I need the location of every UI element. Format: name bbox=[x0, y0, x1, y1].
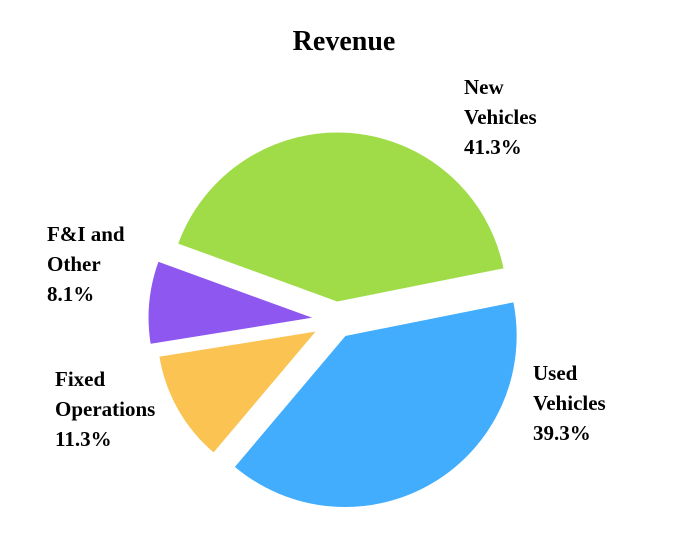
slice-label: Fixed Operations 11.3% bbox=[55, 367, 155, 451]
slice-percent-label: 41.3% bbox=[464, 135, 522, 159]
slice-percent-label: 8.1% bbox=[47, 282, 94, 306]
slice-name-label: Other bbox=[47, 252, 101, 276]
chart-title: Revenue bbox=[292, 26, 396, 57]
pie-labels: New Vehicles 41.3% Used Vehicles 39.3% Fixed Op… bbox=[47, 75, 606, 451]
slice-percent-label: 11.3% bbox=[55, 427, 112, 451]
slice-name-label: F&I and bbox=[47, 222, 125, 246]
pie-slice-new-vehicles bbox=[176, 131, 505, 303]
pie-slice-f-i-and-other bbox=[147, 260, 317, 345]
slice-name-label: Vehicles bbox=[464, 105, 537, 129]
slice-label: F&I and Other 8.1% bbox=[47, 222, 125, 306]
pie-slice-fixed-operations bbox=[158, 330, 319, 454]
pie-slices bbox=[147, 131, 518, 508]
slice-percent-label: 39.3% bbox=[533, 421, 591, 445]
slice-label: New Vehicles 41.3% bbox=[464, 75, 537, 159]
slice-name-label: Fixed bbox=[55, 367, 105, 391]
slice-label: Used Vehicles 39.3% bbox=[533, 361, 606, 445]
pie-slice-used-vehicles bbox=[233, 301, 518, 508]
slice-name-label: New bbox=[464, 75, 504, 99]
slice-name-label: Operations bbox=[55, 397, 155, 421]
slice-name-label: Vehicles bbox=[533, 391, 606, 415]
slice-name-label: Used bbox=[533, 361, 578, 385]
